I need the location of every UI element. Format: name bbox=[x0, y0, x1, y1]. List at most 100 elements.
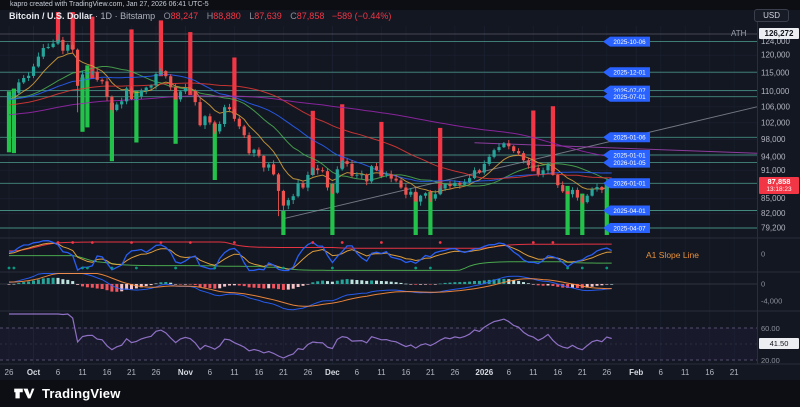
buy-dot bbox=[605, 266, 609, 270]
svg-text:2025-04-01: 2025-04-01 bbox=[613, 208, 646, 215]
currency-toggle-button[interactable]: USD bbox=[754, 9, 789, 22]
svg-text:94,000: 94,000 bbox=[761, 152, 786, 161]
svg-text:16: 16 bbox=[254, 368, 263, 377]
svg-text:124,000: 124,000 bbox=[761, 37, 790, 46]
svg-text:6: 6 bbox=[507, 368, 512, 377]
buy-dot bbox=[282, 266, 285, 270]
svg-text:91,000: 91,000 bbox=[761, 166, 786, 175]
svg-text:Nov: Nov bbox=[178, 368, 194, 377]
time-axis[interactable]: 26 Oct 6 11 16 21 26 Nov 6 11 16 21 26 Dec 6 11 16 21 26 20… bbox=[5, 368, 740, 377]
svg-text:20.00: 20.00 bbox=[761, 356, 780, 365]
exchange-name: Bitstamp bbox=[120, 11, 156, 21]
buy-dot bbox=[213, 266, 217, 270]
svg-text:26: 26 bbox=[450, 368, 459, 377]
close-label: C bbox=[290, 11, 297, 21]
svg-text:11: 11 bbox=[230, 368, 239, 377]
svg-text:-4,000: -4,000 bbox=[761, 297, 782, 306]
svg-text:6: 6 bbox=[355, 368, 360, 377]
svg-text:16: 16 bbox=[103, 368, 112, 377]
attribution-text: kapro created with TradingView.com, Jan … bbox=[10, 1, 209, 8]
svg-text:26: 26 bbox=[602, 368, 611, 377]
sell-dot bbox=[380, 241, 383, 244]
svg-text:Dec: Dec bbox=[325, 368, 340, 377]
level-date-label: 2025-07-01 bbox=[603, 91, 650, 102]
price-axis[interactable]: 124,000 120,000 115,000 110,000 106,000 102,0… bbox=[761, 37, 790, 365]
svg-text:26: 26 bbox=[5, 368, 14, 377]
svg-text:16: 16 bbox=[553, 368, 562, 377]
level-date-label: 2025-04-07 bbox=[603, 223, 650, 233]
svg-text:2025-07-07: 2025-07-07 bbox=[613, 88, 646, 95]
symbol-title[interactable]: Bitcoin / U.S. Dollar bbox=[9, 11, 93, 21]
separator-dot: · bbox=[95, 11, 99, 21]
sell-dot bbox=[71, 241, 75, 244]
svg-text:21: 21 bbox=[730, 368, 739, 377]
buy-dot bbox=[331, 266, 334, 270]
high-value: 88,880 bbox=[213, 11, 241, 21]
svg-text:2025-01-06: 2025-01-06 bbox=[613, 135, 646, 142]
sell-dot bbox=[551, 241, 555, 244]
svg-text:Oct: Oct bbox=[27, 368, 41, 377]
svg-text:11: 11 bbox=[377, 368, 386, 377]
symbol-header: Bitcoin / U.S. Dollar · 1D · Bitstamp O 8… bbox=[9, 11, 391, 21]
svg-text:21: 21 bbox=[426, 368, 435, 377]
svg-text:Feb: Feb bbox=[629, 368, 643, 377]
timeframe[interactable]: 1D bbox=[100, 11, 113, 21]
level-date-label: 2025-12-01 bbox=[603, 67, 650, 78]
buy-dot bbox=[580, 266, 584, 270]
chart-canvas[interactable]: 2025-10-06 2025-12-01 2025-07-072025-07-01… bbox=[0, 0, 800, 380]
svg-text:21: 21 bbox=[279, 368, 288, 377]
buy-dot bbox=[86, 266, 89, 270]
slope-indicator-label: A1 Slope Line bbox=[646, 250, 699, 260]
tradingview-wordmark[interactable]: TradingView bbox=[42, 386, 121, 401]
separator-dot: · bbox=[114, 11, 118, 21]
svg-text:21: 21 bbox=[578, 368, 587, 377]
svg-text:98,000: 98,000 bbox=[761, 135, 786, 144]
svg-text:2025-12-01: 2025-12-01 bbox=[613, 69, 646, 76]
buy-dot bbox=[566, 266, 569, 270]
level-date-label: 2025-10-06 bbox=[603, 36, 650, 47]
svg-text:120,000: 120,000 bbox=[761, 51, 790, 60]
bar-countdown: 13:18:23 bbox=[766, 186, 792, 193]
sell-dot bbox=[56, 241, 60, 244]
slope-indicator-pane bbox=[7, 240, 612, 272]
svg-text:2025-07-01: 2025-07-01 bbox=[613, 94, 646, 101]
low-label: L bbox=[249, 11, 255, 21]
last-price-value: 87,858 bbox=[767, 177, 791, 186]
open-label: O bbox=[163, 11, 171, 21]
level-date-label: 2025-01-06 bbox=[603, 132, 650, 143]
svg-text:2025-01-01: 2025-01-01 bbox=[613, 152, 646, 159]
ath-price-tag: 126,272 bbox=[759, 28, 799, 39]
svg-text:2026-01-05: 2026-01-05 bbox=[613, 160, 646, 167]
level-date-label: 2026-01-01 bbox=[603, 178, 650, 189]
svg-text:21: 21 bbox=[127, 368, 136, 377]
svg-text:2025-10-06: 2025-10-06 bbox=[613, 39, 646, 46]
ath-line-label: ATH bbox=[731, 29, 747, 38]
change-value: −589 (−0.44%) bbox=[331, 11, 392, 21]
buy-dot bbox=[414, 266, 418, 270]
candlesticks bbox=[7, 34, 614, 221]
svg-text:82,000: 82,000 bbox=[761, 209, 786, 218]
svg-text:2026: 2026 bbox=[475, 368, 493, 377]
attribution-bar: kapro created with TradingView.com, Jan … bbox=[0, 0, 800, 10]
level-date-label: 2025-04-01 bbox=[603, 205, 650, 216]
sell-dot bbox=[90, 241, 94, 244]
trendline-drawings bbox=[283, 106, 758, 220]
buy-dot bbox=[429, 266, 432, 270]
buy-dot bbox=[174, 266, 178, 270]
sell-dot bbox=[531, 241, 535, 244]
level-date-label: 2026-01-05 bbox=[603, 157, 650, 168]
sell-dot bbox=[438, 241, 442, 244]
tradingview-logo-icon[interactable] bbox=[13, 386, 35, 401]
buy-dot bbox=[7, 266, 11, 270]
svg-text:60.00: 60.00 bbox=[761, 324, 780, 333]
svg-text:102,000: 102,000 bbox=[761, 118, 790, 127]
sell-dot bbox=[188, 241, 192, 244]
svg-text:0: 0 bbox=[761, 250, 765, 259]
svg-text:85,000: 85,000 bbox=[761, 194, 786, 203]
rsi-pane bbox=[0, 313, 757, 361]
svg-text:2026-01-01: 2026-01-01 bbox=[613, 181, 646, 188]
macd-histogram-pane bbox=[0, 273, 757, 311]
moving-average-lines bbox=[8, 52, 612, 193]
svg-text:6: 6 bbox=[658, 368, 663, 377]
